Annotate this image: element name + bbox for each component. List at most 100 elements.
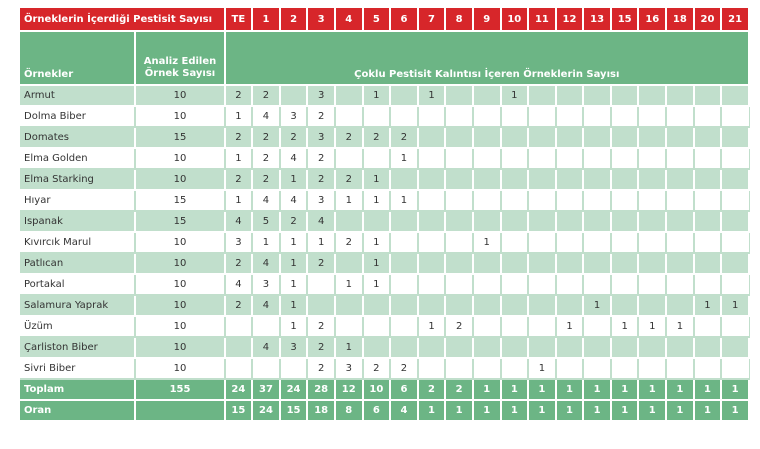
residue-count-cell: 3 [224, 232, 254, 254]
residue-count-cell: 1 [307, 232, 336, 254]
residue-count-cell [390, 316, 419, 338]
residue-count-cell: 1 [666, 316, 695, 338]
analyzed-count: 15 [135, 127, 226, 149]
residue-count-cell [583, 316, 612, 338]
residue-count-cell [638, 127, 668, 149]
residue-count-cell [555, 148, 585, 170]
residue-count-cell [693, 106, 723, 128]
residue-count-cell [555, 85, 585, 107]
residue-count-cell: 1 [279, 253, 309, 275]
residue-count-cell [362, 295, 392, 317]
residue-count-cell [610, 211, 640, 233]
residue-count-cell: 2 [224, 253, 254, 275]
residue-count-cell [417, 295, 447, 317]
residue-count-cell [721, 337, 750, 359]
residue-count-cell: 2 [307, 253, 336, 275]
pesticide-count-header: 4 [334, 8, 364, 32]
analyzed-count: 10 [135, 232, 226, 254]
residue-count-cell [693, 85, 723, 107]
sample-name: Üzüm [20, 316, 137, 338]
residue-count-cell: 2 [307, 358, 336, 380]
sample-name: Hıyar [20, 190, 137, 212]
residue-count-cell [334, 211, 364, 233]
residue-count-cell [528, 148, 557, 170]
sample-name: Çarliston Biber [20, 337, 137, 359]
residue-count-cell [445, 253, 474, 275]
pesticide-count-header: 11 [528, 8, 557, 32]
analyzed-count: 10 [135, 85, 226, 107]
residue-count-cell: 1 [500, 400, 530, 422]
residue-count-cell: 10 [362, 379, 392, 401]
sample-name: Toplam [20, 379, 137, 401]
residue-count-cell [638, 169, 668, 191]
residue-count-cell: 1 [555, 316, 585, 338]
residue-count-cell [693, 253, 723, 275]
residue-count-cell [583, 211, 612, 233]
pesticide-count-header: 9 [472, 8, 502, 32]
residue-count-cell [610, 232, 640, 254]
residue-count-cell: 1 [610, 316, 640, 338]
residue-count-cell [445, 211, 474, 233]
residue-count-cell [390, 232, 419, 254]
residue-count-cell [445, 106, 474, 128]
column-header-row: Örnekler Analiz Edilen Örnek Sayısı Çokl… [20, 31, 751, 86]
residue-count-cell [362, 148, 392, 170]
residue-count-cell: 24 [224, 379, 254, 401]
analyzed-count [135, 400, 226, 422]
residue-count-cell [390, 253, 419, 275]
residue-count-cell [583, 85, 612, 107]
residue-count-cell: 2 [390, 127, 419, 149]
table-row: Çarliston Biber 10 4 3 2 1 [20, 337, 750, 359]
residue-count-cell [500, 337, 530, 359]
residue-count-cell [445, 232, 474, 254]
residue-count-cell [417, 337, 447, 359]
residue-count-cell [528, 316, 557, 338]
residue-count-cell [693, 316, 723, 338]
analyzed-count: 155 [135, 379, 226, 401]
residue-count-cell [638, 337, 668, 359]
samples-column-header: Örnekler [20, 31, 137, 86]
sample-name: Armut [20, 85, 137, 107]
residue-count-cell: 1 [693, 400, 723, 422]
residue-count-cell [390, 337, 419, 359]
residue-count-cell [472, 358, 502, 380]
summary-row: Toplam 155 24 37 24 28 12 10 6 2 2 1 1 1 1 1 1 1 1 1 1 [20, 379, 750, 401]
residue-count-cell [528, 232, 557, 254]
residue-count-cell: 6 [362, 400, 392, 422]
residue-count-cell: 2 [307, 169, 336, 191]
residue-count-cell: 1 [445, 400, 474, 422]
residue-count-cell: 2 [224, 295, 254, 317]
residue-count-cell [638, 211, 668, 233]
residue-count-cell: 1 [334, 337, 364, 359]
residue-count-cell [307, 274, 336, 296]
residue-count-cell [666, 274, 695, 296]
residue-count-cell: 1 [693, 295, 723, 317]
residue-count-cell: 1 [417, 85, 447, 107]
analyzed-count: 10 [135, 295, 226, 317]
sample-name: Elma Golden [20, 148, 137, 170]
analyzed-count: 10 [135, 316, 226, 338]
residue-count-cell [638, 85, 668, 107]
residue-count-cell: 2 [224, 127, 254, 149]
residue-count-cell [721, 211, 750, 233]
residue-count-cell [224, 358, 254, 380]
residue-count-cell [583, 253, 612, 275]
residue-count-cell: 2 [362, 358, 392, 380]
residue-count-cell [472, 211, 502, 233]
residue-count-cell: 1 [638, 379, 668, 401]
residue-count-cell: 1 [472, 400, 502, 422]
residue-count-cell [666, 190, 695, 212]
residue-count-cell: 1 [583, 400, 612, 422]
residue-count-cell [721, 358, 750, 380]
residue-count-cell [693, 190, 723, 212]
residue-count-cell: 4 [307, 211, 336, 233]
residue-count-cell [583, 337, 612, 359]
corner-title: Örneklerin İçerdiği Pestisit Sayısı [20, 8, 226, 32]
residue-count-cell: 2 [334, 232, 364, 254]
residue-count-cell [334, 316, 364, 338]
residue-count-cell [390, 211, 419, 233]
residue-count-cell: 3 [307, 190, 336, 212]
residue-count-cell [610, 295, 640, 317]
residue-count-cell [334, 85, 364, 107]
residue-count-cell: 3 [307, 127, 336, 149]
